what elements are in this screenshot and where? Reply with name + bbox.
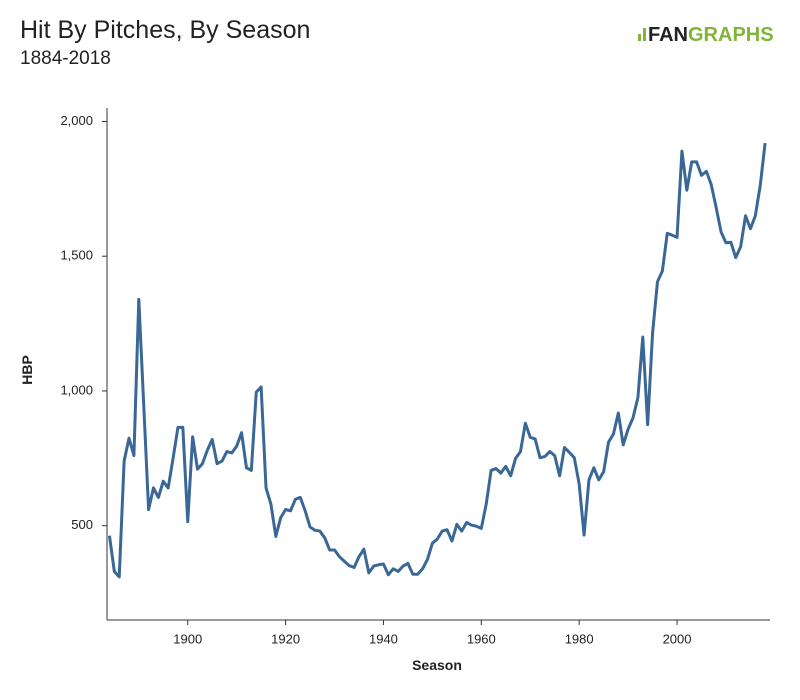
x-tick-label: 1940 xyxy=(369,631,398,646)
x-tick-label: 1920 xyxy=(271,631,300,646)
x-tick-label: 2000 xyxy=(663,631,692,646)
logo-bar xyxy=(638,34,641,41)
x-tick-label: 1980 xyxy=(565,631,594,646)
y-tick-label: 500 xyxy=(71,517,93,532)
y-tick-label: 1,000 xyxy=(60,382,93,397)
y-tick-label: 1,500 xyxy=(60,248,93,263)
logo-graphs: GRAPHS xyxy=(688,24,774,46)
chart-subtitle: 1884-2018 xyxy=(20,48,111,69)
logo-fan: FAN xyxy=(648,24,688,46)
x-tick-label: 1900 xyxy=(173,631,202,646)
data-line xyxy=(107,142,767,579)
y-tick-label: 2,000 xyxy=(60,113,93,128)
x-axis-label: Season xyxy=(412,657,462,673)
x-tick-label: 1960 xyxy=(467,631,496,646)
logo: FANGRAPHS xyxy=(648,24,774,46)
logo-bar xyxy=(643,28,646,41)
chart-title: Hit By Pitches, By Season xyxy=(20,16,310,44)
y-axis-label: HBP xyxy=(19,355,35,385)
